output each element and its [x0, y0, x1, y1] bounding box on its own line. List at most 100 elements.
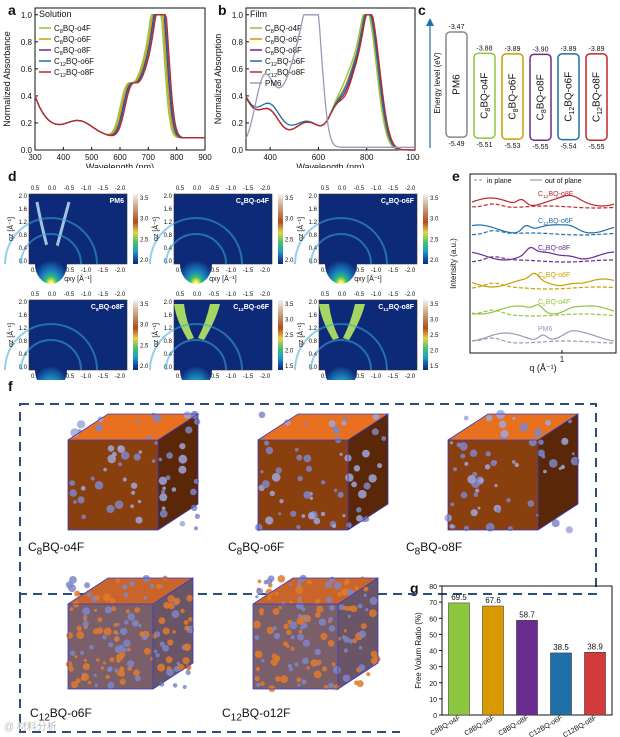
cube-particle [512, 416, 516, 421]
map-bottom-tick: -0.5 [209, 374, 220, 380]
cube-particle [453, 467, 457, 472]
cube-particle [117, 445, 122, 450]
map-top-tick: -2.0 [405, 292, 416, 298]
cube-particle [304, 421, 308, 425]
map-top-tick: -1.5 [243, 292, 254, 298]
cube-particle [467, 475, 476, 484]
map-hotspot [180, 244, 212, 284]
cube-particle [494, 483, 498, 488]
cube-particle [158, 476, 168, 485]
cube-particle [343, 629, 347, 633]
material-label: C8BQ-o6F [508, 73, 521, 119]
cube-particle [320, 632, 328, 640]
homo-label: -5.51 [477, 142, 493, 149]
cube-particle [127, 613, 135, 621]
cube-particle [475, 488, 480, 493]
cube-particle [329, 605, 335, 611]
cube-particle [120, 451, 130, 460]
cube-particle [183, 643, 192, 651]
map-ring [165, 339, 227, 371]
cube-particle [271, 472, 281, 482]
y-tick-label-a: 0.0 [21, 146, 33, 155]
cube-particle [179, 443, 186, 450]
cube-edges [67, 413, 200, 531]
series-label-e: PM6 [538, 326, 553, 333]
map-y-tick: 1.2 [309, 326, 318, 332]
map-bottom-tick: 0.5 [31, 268, 40, 274]
map-ring [4, 217, 98, 265]
map-hotspot [325, 244, 357, 284]
y-tick-label-a: 0.2 [21, 119, 33, 128]
cube-particle [306, 666, 310, 670]
cube-c8bq-o4f [67, 410, 201, 531]
cube-particle [449, 524, 455, 529]
map-x-label: qxy [Å⁻¹] [209, 274, 236, 283]
cube-particle [338, 604, 345, 610]
colorbar-tick: 3.5 [285, 196, 294, 202]
outplane-line-e [471, 304, 615, 315]
map-bottom-tick: -1.0 [81, 268, 92, 274]
map-top-tick: -2.0 [115, 292, 126, 298]
cube-particle [356, 507, 362, 513]
x-tick-label-b: 400 [263, 153, 277, 162]
map-top-tick: -1.5 [388, 292, 399, 298]
cube-edges [257, 413, 390, 531]
cube-particle [91, 596, 98, 602]
colorbar-tick: 2.0 [430, 349, 439, 355]
cube-particle [473, 492, 479, 497]
cube-particle [295, 585, 304, 594]
cube-particle [124, 620, 129, 625]
cube-particle [173, 666, 180, 672]
cube-particle [302, 639, 310, 647]
cube-particle [135, 516, 143, 524]
cube-particle [296, 617, 304, 625]
map-top-tick: -1.5 [243, 186, 254, 192]
cube-particle [328, 625, 336, 632]
cube-particle [363, 516, 370, 522]
chart-d-giwaxs-maps: 0.50.0-0.5-1.0-1.5-2.00.50.0-0.5-1.0-1.5… [4, 186, 439, 380]
cube-particle [296, 454, 303, 461]
cube-particle [469, 449, 478, 457]
y-tick-label-g: 70 [429, 600, 437, 607]
panel-label-g: g [410, 580, 419, 596]
cube-particle [280, 675, 288, 684]
chart-e-line-cuts: Intensity (a.u.) q (Å⁻¹) 1 in plane out of p… [449, 173, 617, 373]
series-line-a [34, 14, 205, 139]
cube-particle [313, 670, 322, 679]
cube-particle [178, 454, 188, 464]
cube-particle [69, 489, 77, 497]
colorbar [278, 300, 283, 370]
chart-g-free-volume: 0 10 20 30 40 50 60 70 80 Free Volum Ratio (%) 69.… [414, 584, 613, 737]
map-top-tick: 0.0 [193, 292, 202, 298]
cube-particle [303, 454, 312, 463]
cube-particle [254, 635, 260, 640]
map-top-tick: -1.0 [226, 292, 237, 298]
map-y-tick: 0.4 [164, 352, 173, 358]
cube-particle [256, 682, 261, 687]
cube-side-face [158, 414, 198, 530]
cube-particle [103, 593, 112, 602]
chart-title-a: Solution [39, 9, 72, 19]
map-bottom-tick: -1.0 [371, 268, 382, 274]
cube-particle [167, 639, 174, 646]
cube-particle [113, 636, 120, 642]
outplane-line-e [471, 330, 615, 342]
map-feature [343, 304, 365, 340]
outplane-line-e [471, 247, 615, 261]
map-bottom-tick: 0.5 [321, 268, 330, 274]
cube-particle [303, 491, 311, 499]
cube-label-1: C8BQ-o4F [28, 540, 85, 558]
cube-particle [307, 579, 312, 585]
cube-particle [162, 644, 169, 652]
lumo-label: -3.89 [505, 46, 521, 53]
map-bottom-tick: -0.5 [354, 374, 365, 380]
cube-particle [161, 489, 166, 494]
cube-particle [506, 498, 511, 503]
cube-particle [165, 475, 171, 481]
cube-front-face [258, 440, 348, 530]
watermark: @ 材料分析 [4, 722, 57, 733]
cube-particle [150, 583, 155, 589]
cube-particle [301, 679, 307, 685]
cube-particle [337, 592, 342, 597]
cube-particle [294, 447, 299, 452]
